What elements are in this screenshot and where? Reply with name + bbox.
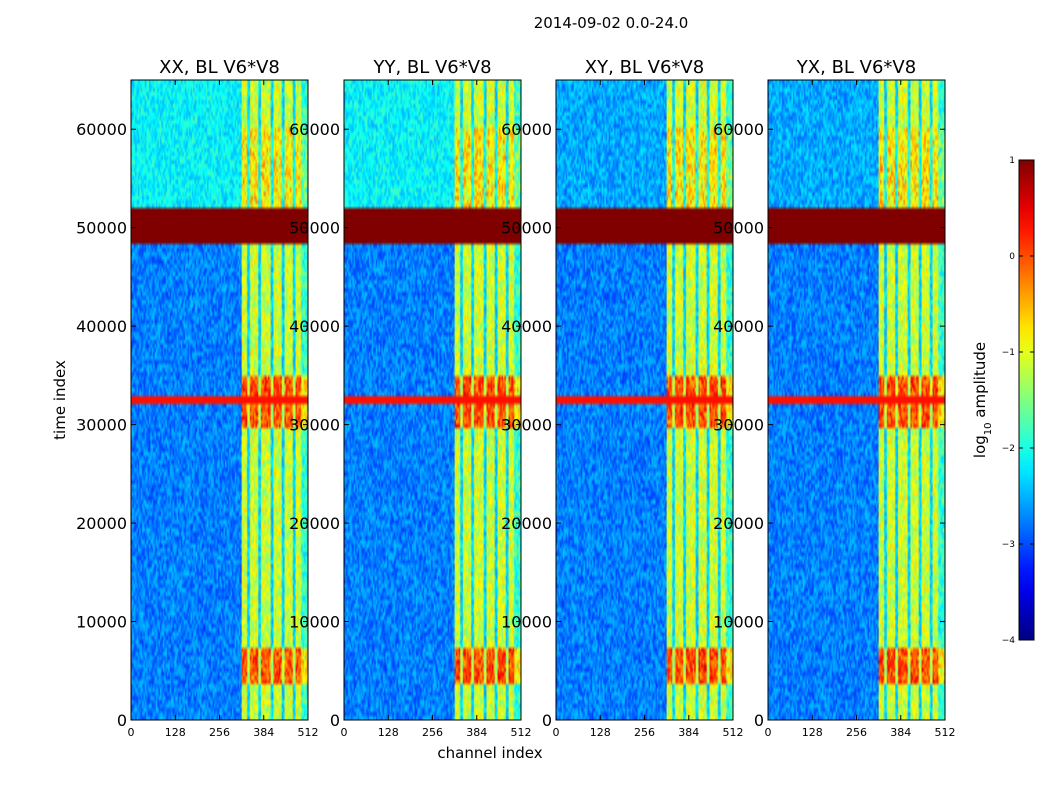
heatmap-xy [556,80,733,720]
x-tick-label: 384 [678,726,699,739]
y-tick-label: 50000 [501,219,552,238]
y-tick-label: 0 [542,711,552,730]
colorbar: 1 0 −1 −2 −3 −4 [1002,156,1035,646]
y-tick-label: 30000 [76,416,127,435]
y-tick-label: 50000 [289,219,340,238]
y-tick-label: 30000 [289,416,340,435]
y-axis-label: time index [51,360,69,440]
x-tick-label: 0 [765,726,772,739]
y-tick-label: 0 [330,711,340,730]
y-tick-label: 40000 [289,317,340,336]
x-tick-label: 512 [723,726,744,739]
y-tick-label: 30000 [501,416,552,435]
x-tick-label: 512 [298,726,319,739]
y-tick-label: 40000 [76,317,127,336]
heatmap-yy [344,80,521,720]
y-tick-label: 30000 [713,416,764,435]
colorbar-label-rest: amplitude [971,342,989,423]
y-tick-label: 10000 [76,613,127,632]
panel-xx: XX, BL V6*V8 0 10000 20000 30000 40000 50000 60… [76,57,318,739]
colorbar-tick-label: −1 [1002,348,1015,358]
panels-group: XX, BL V6*V8 0 10000 20000 30000 40000 50000 60… [76,57,955,739]
y-tick-label: 20000 [501,514,552,533]
y-tick-label: 10000 [501,613,552,632]
y-tick-label: 60000 [289,120,340,139]
colorbar-tick-label: 0 [1009,252,1015,262]
x-tick-label: 256 [422,726,443,739]
y-tick-label: 0 [117,711,127,730]
panel-yy: YY, BL V6*V8 0 10000 20000 30000 40000 50000 60… [289,57,531,739]
x-tick-label: 128 [378,726,399,739]
x-tick-label: 512 [511,726,532,739]
panel-title: YY, BL V6*V8 [372,57,491,78]
colorbar-tick-label: 1 [1009,156,1015,166]
heatmap-xx [131,80,308,720]
x-tick-label: 384 [466,726,487,739]
x-tick-label: 384 [890,726,911,739]
x-tick-label: 0 [553,726,560,739]
y-tick-label: 20000 [289,514,340,533]
colorbar-tick-label: −3 [1002,540,1015,550]
y-tick-label: 60000 [713,120,764,139]
y-tick-label: 60000 [501,120,552,139]
panel-yx: YX, BL V6*V8 0 10000 20000 30000 40000 50000 60… [713,57,955,739]
y-tick-label: 10000 [713,613,764,632]
colorbar-label-main: log [971,435,989,458]
colorbar-tick-label: −2 [1002,444,1015,454]
y-tick-label: 20000 [76,514,127,533]
panel-title: XX, BL V6*V8 [159,57,280,78]
y-tick-label: 0 [754,711,764,730]
panel-title: YX, BL V6*V8 [796,57,916,78]
x-tick-label: 512 [935,726,956,739]
colorbar-gradient [1018,159,1035,641]
y-tick-label: 40000 [501,317,552,336]
x-tick-label: 128 [802,726,823,739]
x-tick-label: 256 [209,726,230,739]
panel-title: XY, BL V6*V8 [585,57,704,78]
x-tick-label: 128 [590,726,611,739]
y-tick-label: 60000 [76,120,127,139]
colorbar-label: log10 amplitude [971,342,994,458]
x-axis-label: channel index [437,744,542,762]
panel-xy: XY, BL V6*V8 0 10000 20000 30000 40000 50000 60… [501,57,743,739]
y-tick-label: 40000 [713,317,764,336]
y-tick-label: 20000 [713,514,764,533]
figure-title: 2014-09-02 0.0-24.0 [534,14,689,32]
y-tick-label: 50000 [713,219,764,238]
colorbar-tick-label: −4 [1002,636,1016,646]
x-tick-label: 384 [253,726,274,739]
x-tick-label: 0 [341,726,348,739]
x-tick-label: 256 [846,726,867,739]
x-tick-label: 0 [128,726,135,739]
x-tick-label: 128 [165,726,186,739]
colorbar-label-sub: 10 [983,422,994,435]
y-tick-label: 50000 [76,219,127,238]
y-tick-label: 10000 [289,613,340,632]
heatmap-yx [768,80,945,720]
x-tick-label: 256 [634,726,655,739]
